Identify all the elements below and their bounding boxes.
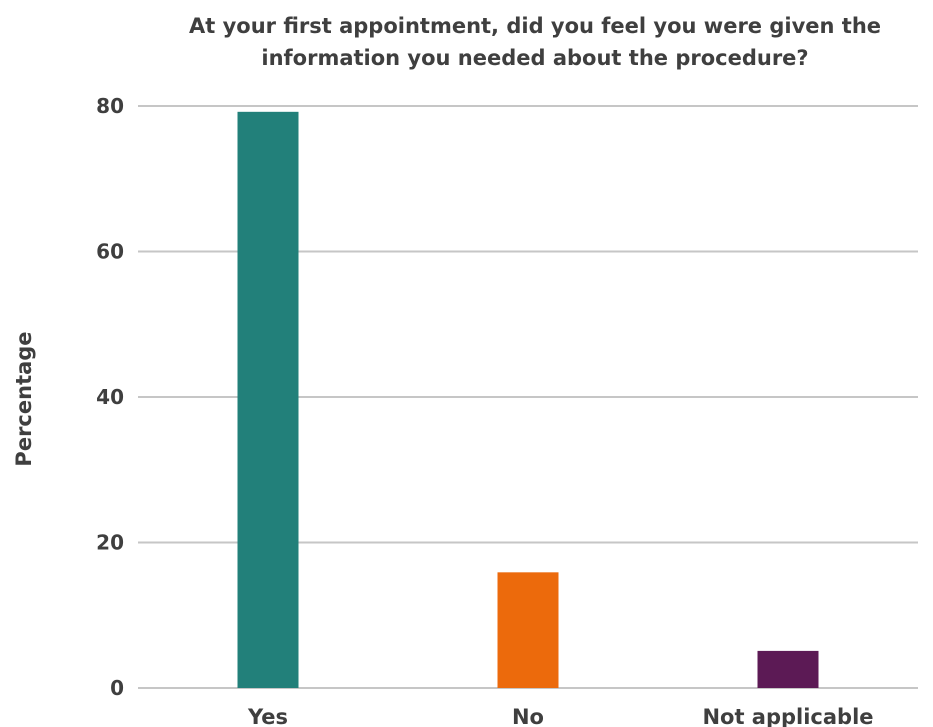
y-tick-labels: 0 20 40 60 80 <box>96 94 124 700</box>
x-tick-label: No <box>512 705 544 727</box>
y-tick-label: 0 <box>110 676 124 700</box>
bar-not-applicable <box>757 650 819 688</box>
bars <box>237 111 819 688</box>
bar-yes <box>237 111 299 688</box>
y-tick-label: 60 <box>96 240 124 264</box>
chart-title-line-1: At your first appointment, did you feel … <box>188 14 882 38</box>
y-axis-label: Percentage <box>12 331 36 466</box>
x-tick-labels: Yes No Not applicable <box>247 705 874 727</box>
chart-title-line-2: information you needed about the procedu… <box>261 46 809 70</box>
x-tick-label: Yes <box>247 705 288 727</box>
bar-no <box>497 572 559 688</box>
y-tick-label: 20 <box>96 531 124 555</box>
x-tick-label: Not applicable <box>702 705 873 727</box>
y-tick-label: 40 <box>96 385 124 409</box>
y-tick-label: 80 <box>96 94 124 118</box>
